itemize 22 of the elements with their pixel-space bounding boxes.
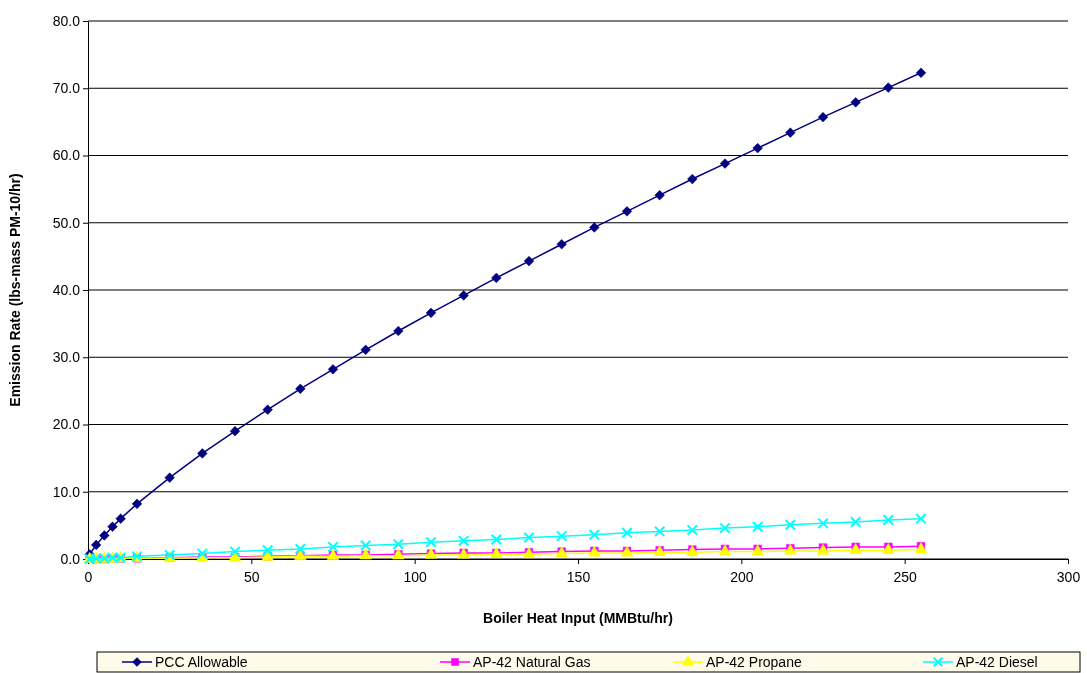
x-tick-label: 50 — [244, 569, 260, 586]
legend-label: AP-42 Natural Gas — [473, 654, 591, 670]
x-tick-label: 250 — [893, 569, 918, 586]
y-tick-label: 70.0 — [52, 80, 81, 97]
legend-label: AP-42 Propane — [706, 654, 802, 670]
y-tick-label: 0.0 — [60, 550, 81, 567]
legend-label: AP-42 Diesel — [956, 654, 1038, 670]
y-tick-label: 50.0 — [52, 214, 81, 231]
y-tick-label: 60.0 — [52, 147, 81, 164]
y-tick-label: 40.0 — [52, 281, 81, 298]
y-tick-label: 10.0 — [52, 483, 81, 500]
x-tick-label: 200 — [730, 569, 754, 586]
y-tick-label: 80.0 — [52, 12, 81, 29]
y-axis-title: Emission Rate (lbs-mass PM-10/hr) — [7, 173, 23, 407]
x-tick-label: 0 — [84, 569, 93, 586]
x-tick-label: 150 — [566, 569, 591, 586]
y-tick-label: 30.0 — [52, 349, 81, 366]
x-tick-label: 100 — [403, 569, 428, 586]
y-tick-label: 20.0 — [52, 416, 81, 433]
x-axis-title: Boiler Heat Input (MMBtu/hr) — [483, 610, 673, 626]
legend-label: PCC Allowable — [155, 654, 248, 670]
x-tick-label: 300 — [1056, 569, 1081, 586]
